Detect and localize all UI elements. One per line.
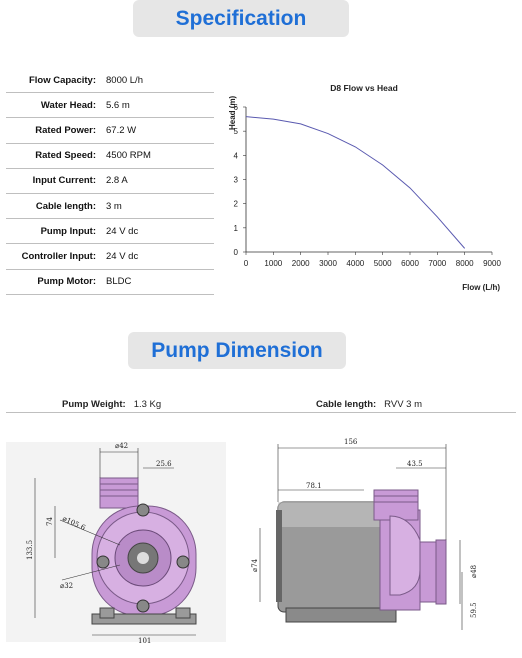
spec-row: Pump Motor: BLDC: [6, 270, 214, 295]
spec-label: Rated Speed:: [35, 150, 96, 162]
chart-y-tick-label: 2: [234, 200, 239, 209]
spec-value: 4500 RPM: [106, 150, 151, 162]
chart-title: D8 Flow vs Head: [330, 83, 398, 93]
spec-value: BLDC: [106, 276, 132, 288]
front-d74: 74: [46, 517, 54, 526]
specification-heading: Specification: [133, 0, 349, 37]
front-d133-5: 133.5: [26, 540, 34, 560]
chart-x-tick-label: 7000: [428, 259, 446, 268]
chart-x-tick-label: 4000: [346, 259, 364, 268]
spec-row: Pump Input: 24 V dc: [6, 219, 214, 245]
side-d59-5: 59.5: [470, 602, 478, 618]
chart-y-tick-label: 5: [234, 127, 239, 136]
side-d48: ⌀48: [470, 565, 478, 578]
spec-value: 67.2 W: [106, 124, 137, 136]
front-d25-6: 25.6: [156, 460, 172, 468]
spec-row: Water Head: 5.6 m: [6, 93, 214, 119]
spec-value: 24 V dc: [106, 225, 139, 237]
chart-series-line: [245, 116, 466, 249]
flow-head-chart: D8 Flow vs Head Head (m) Flow (L/h) 0 100…: [222, 72, 512, 300]
spec-value: 8000 L/h: [106, 74, 143, 86]
spec-value: 2.8 A: [106, 175, 128, 187]
chart-x-tick-label: 6000: [401, 259, 419, 268]
spec-label: Water Head:: [40, 99, 96, 111]
cable-length: Cable length: RVV 3 m: [316, 399, 422, 410]
pump-weight-label: Pump Weight:: [62, 399, 126, 410]
cable-length-value: RVV 3 m: [384, 399, 423, 410]
front-d42: ⌀42: [115, 442, 128, 450]
pump-side-view: 156 43.5 78.1 ⌀74 ⌀48 59.5: [240, 430, 522, 653]
pump-weight-value: 1.3 Kg: [133, 399, 162, 410]
spec-table: Flow Capacity: 8000 L/h Water Head: 5.6 m …: [6, 68, 214, 295]
chart-y-tick-label: 0: [234, 248, 239, 257]
spec-value: 24 V dc: [106, 250, 139, 262]
front-d101: 101: [138, 637, 151, 645]
chart-y-tick-label: 6: [234, 103, 239, 112]
chart-svg: D8 Flow vs Head Head (m) Flow (L/h) 0 100…: [228, 83, 501, 292]
chart-xlabel: Flow (L/h): [462, 283, 500, 292]
section-divider: [6, 412, 516, 413]
pump-side-view-drawing: 156 43.5 78.1 ⌀74 ⌀48 59.5: [251, 438, 478, 630]
chart-x-tick-label: 8000: [456, 259, 474, 268]
spec-label: Cable length:: [35, 200, 96, 212]
side-d74: ⌀74: [251, 558, 259, 572]
side-d43-5: 43.5: [407, 460, 423, 468]
spec-row: Cable length: 3 m: [6, 194, 214, 220]
spec-label: Controller Input:: [21, 250, 96, 262]
chart-x-tick-label: 3000: [319, 259, 337, 268]
spec-row: Rated Speed: 4500 RPM: [6, 144, 214, 169]
side-d156: 156: [344, 438, 358, 446]
pump-front-view-drawing: ⌀42 25.6 74 ⌀105.6 133.5 ⌀32 101: [6, 442, 226, 645]
spec-label: Input Current:: [32, 175, 96, 187]
pump-weight: Pump Weight: 1.3 Kg: [62, 399, 161, 410]
chart-x-tick-label: 5000: [374, 259, 392, 268]
front-d32: ⌀32: [60, 582, 73, 590]
spec-row: Controller Input: 24 V dc: [6, 244, 214, 270]
spec-value: 5.6 m: [106, 99, 130, 111]
chart-y-tick-label: 4: [234, 151, 239, 160]
chart-x-tick-label: 2000: [292, 259, 310, 268]
cable-length-label: Cable length:: [316, 399, 377, 410]
spec-label: Pump Input:: [40, 225, 96, 237]
spec-label: Flow Capacity:: [28, 74, 96, 86]
chart-x-tick-label: 0: [244, 259, 249, 268]
chart-y-tick-label: 3: [234, 176, 239, 185]
chart-ylabel: Head (m): [228, 95, 237, 130]
pump-dimension-heading: Pump Dimension: [128, 332, 346, 369]
spec-label: Rated Power:: [35, 124, 96, 136]
chart-x-tick-label: 1000: [264, 259, 282, 268]
chart-x-tick-label: 9000: [483, 259, 501, 268]
side-d78-1: 78.1: [306, 482, 322, 490]
spec-row: Rated Power: 67.2 W: [6, 118, 214, 144]
pump-front-view: ⌀42 25.6 74 ⌀105.6 133.5 ⌀32 101: [0, 430, 240, 653]
spec-value: 3 m: [106, 200, 122, 212]
chart-y-tick-label: 1: [234, 224, 239, 233]
spec-row: Flow Capacity: 8000 L/h: [6, 68, 214, 94]
spec-label: Pump Motor:: [37, 276, 96, 288]
spec-row: Input Current: 2.8 A: [6, 169, 214, 194]
